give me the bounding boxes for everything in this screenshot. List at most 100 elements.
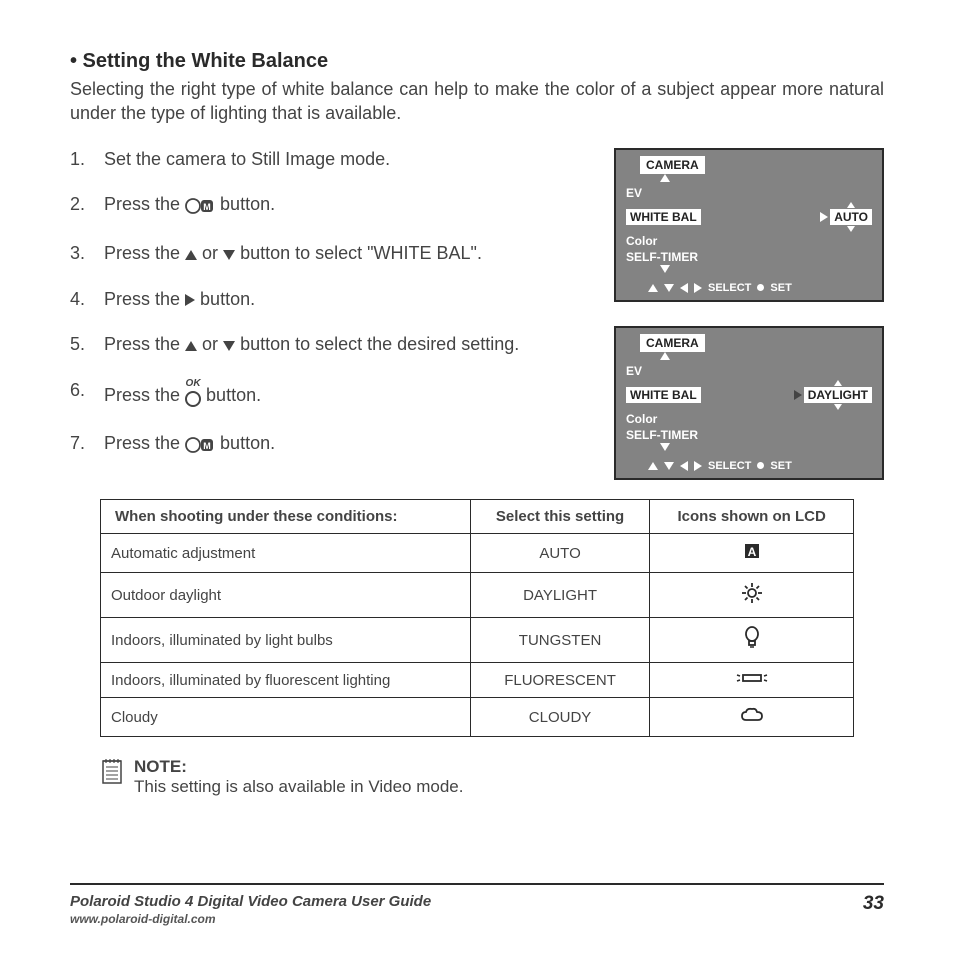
table-row: Outdoor daylightDAYLIGHT xyxy=(101,573,854,618)
table-cell-setting: DAYLIGHT xyxy=(470,573,650,618)
dot-icon xyxy=(757,284,764,291)
up-arrow-icon xyxy=(834,380,842,386)
right-arrow-icon xyxy=(820,212,828,222)
down-arrow-icon xyxy=(834,404,842,410)
table-cell-condition: Automatic adjustment xyxy=(101,534,471,573)
step-text: or xyxy=(197,334,223,354)
lcd-screen-1: CAMERA EV WHITE BAL AUTO Color SELF-TIME… xyxy=(614,148,884,302)
svg-text:M: M xyxy=(203,202,211,212)
note-label: NOTE: xyxy=(134,757,187,776)
lcd-value: AUTO xyxy=(830,209,872,225)
up-arrow-icon xyxy=(847,202,855,208)
table-cell-setting: FLUORESCENT xyxy=(470,663,650,698)
up-arrow-icon xyxy=(185,250,197,260)
white-balance-table: When shooting under these conditions: Se… xyxy=(100,499,854,737)
section-heading: • Setting the White Balance xyxy=(70,50,884,73)
table-header-setting: Select this setting xyxy=(470,500,650,534)
table-header-conditions: When shooting under these conditions: xyxy=(101,500,471,534)
note-text: This setting is also available in Video … xyxy=(134,777,463,796)
up-arrow-icon xyxy=(660,174,670,182)
table-cell-condition: Cloudy xyxy=(101,698,471,737)
lcd-set-label: SET xyxy=(770,282,791,294)
step-4: Press the button. xyxy=(70,288,584,311)
down-arrow-icon xyxy=(223,250,235,260)
step-5: Press the or button to select the desire… xyxy=(70,333,584,356)
lcd-selected-item: WHITE BAL xyxy=(626,387,701,403)
step-text: or xyxy=(197,243,223,263)
step-text: button. xyxy=(215,433,275,453)
lcd-value: DAYLIGHT xyxy=(804,387,872,403)
step-text: button. xyxy=(195,289,255,309)
footer-title: Polaroid Studio 4 Digital Video Camera U… xyxy=(70,893,431,910)
down-arrow-icon xyxy=(664,462,674,470)
step-7: Press the M button. xyxy=(70,432,584,459)
lcd-item-whitebal: WHITE BAL AUTO xyxy=(622,201,876,233)
step-text: Press the xyxy=(104,243,185,263)
lcd-item-ev: EV xyxy=(622,363,876,379)
table-row: Automatic adjustmentAUTOA xyxy=(101,534,854,573)
table-row: Indoors, illuminated by light bulbsTUNGS… xyxy=(101,618,854,663)
table-row: Indoors, illuminated by fluorescent ligh… xyxy=(101,663,854,698)
lcd-selected-item: WHITE BAL xyxy=(626,209,701,225)
left-arrow-icon xyxy=(680,283,688,293)
lcd-item-ev: EV xyxy=(622,185,876,201)
step-text: Press the xyxy=(104,289,185,309)
up-arrow-icon xyxy=(185,341,197,351)
step-text: Press the xyxy=(104,385,185,405)
right-arrow-icon xyxy=(694,283,702,293)
table-cell-condition: Outdoor daylight xyxy=(101,573,471,618)
step-text: button. xyxy=(201,385,261,405)
lcd-camera-label: CAMERA xyxy=(640,156,705,174)
right-arrow-icon xyxy=(185,294,195,306)
table-cell-icon xyxy=(650,698,854,737)
step-3: Press the or button to select "WHITE BAL… xyxy=(70,242,584,265)
steps-list: Set the camera to Still Image mode. Pres… xyxy=(70,148,584,482)
menu-button-icon: M xyxy=(185,197,215,220)
table-cell-setting: CLOUDY xyxy=(470,698,650,737)
up-arrow-icon xyxy=(660,352,670,360)
dot-icon xyxy=(757,462,764,469)
step-text: Press the xyxy=(104,334,185,354)
step-1: Set the camera to Still Image mode. xyxy=(70,148,584,171)
down-arrow-icon xyxy=(660,443,670,451)
lcd-panels: CAMERA EV WHITE BAL AUTO Color SELF-TIME… xyxy=(614,148,884,482)
down-arrow-icon xyxy=(660,265,670,273)
step-text: button. xyxy=(215,194,275,214)
lcd-item-color: Color xyxy=(622,233,876,249)
notepad-icon xyxy=(100,757,124,785)
menu-button-icon: M xyxy=(185,436,215,459)
page-number: 33 xyxy=(863,893,884,915)
lcd-camera-label: CAMERA xyxy=(640,334,705,352)
lcd-screen-2: CAMERA EV WHITE BAL DAYLIGHT Color SELF-… xyxy=(614,326,884,480)
down-arrow-icon xyxy=(223,341,235,351)
right-arrow-icon xyxy=(694,461,702,471)
lcd-select-label: SELECT xyxy=(708,282,751,294)
ok-label: OK xyxy=(185,379,201,389)
lcd-set-label: SET xyxy=(770,460,791,472)
table-cell-icon xyxy=(650,618,854,663)
lcd-item-selftimer: SELF-TIMER xyxy=(622,249,876,265)
note-block: NOTE: This setting is also available in … xyxy=(100,757,854,797)
lcd-footer: SELECT SET xyxy=(622,282,876,294)
section-intro: Selecting the right type of white balanc… xyxy=(70,77,884,126)
svg-text:M: M xyxy=(203,441,211,451)
step-text: Press the xyxy=(104,194,185,214)
footer-url: www.polaroid-digital.com xyxy=(70,912,431,926)
down-arrow-icon xyxy=(847,226,855,232)
table-cell-icon xyxy=(650,663,854,698)
lcd-item-color: Color xyxy=(622,411,876,427)
table-header-icons: Icons shown on LCD xyxy=(650,500,854,534)
table-cell-icon: A xyxy=(650,534,854,573)
page-footer: Polaroid Studio 4 Digital Video Camera U… xyxy=(70,883,884,926)
up-arrow-icon xyxy=(648,462,658,470)
lcd-item-whitebal: WHITE BAL DAYLIGHT xyxy=(622,379,876,411)
left-arrow-icon xyxy=(680,461,688,471)
ok-button-icon xyxy=(185,391,201,407)
step-text: Press the xyxy=(104,433,185,453)
down-arrow-icon xyxy=(664,284,674,292)
lcd-item-selftimer: SELF-TIMER xyxy=(622,427,876,443)
lcd-select-label: SELECT xyxy=(708,460,751,472)
table-row: CloudyCLOUDY xyxy=(101,698,854,737)
table-cell-setting: TUNGSTEN xyxy=(470,618,650,663)
svg-text:A: A xyxy=(747,545,756,559)
